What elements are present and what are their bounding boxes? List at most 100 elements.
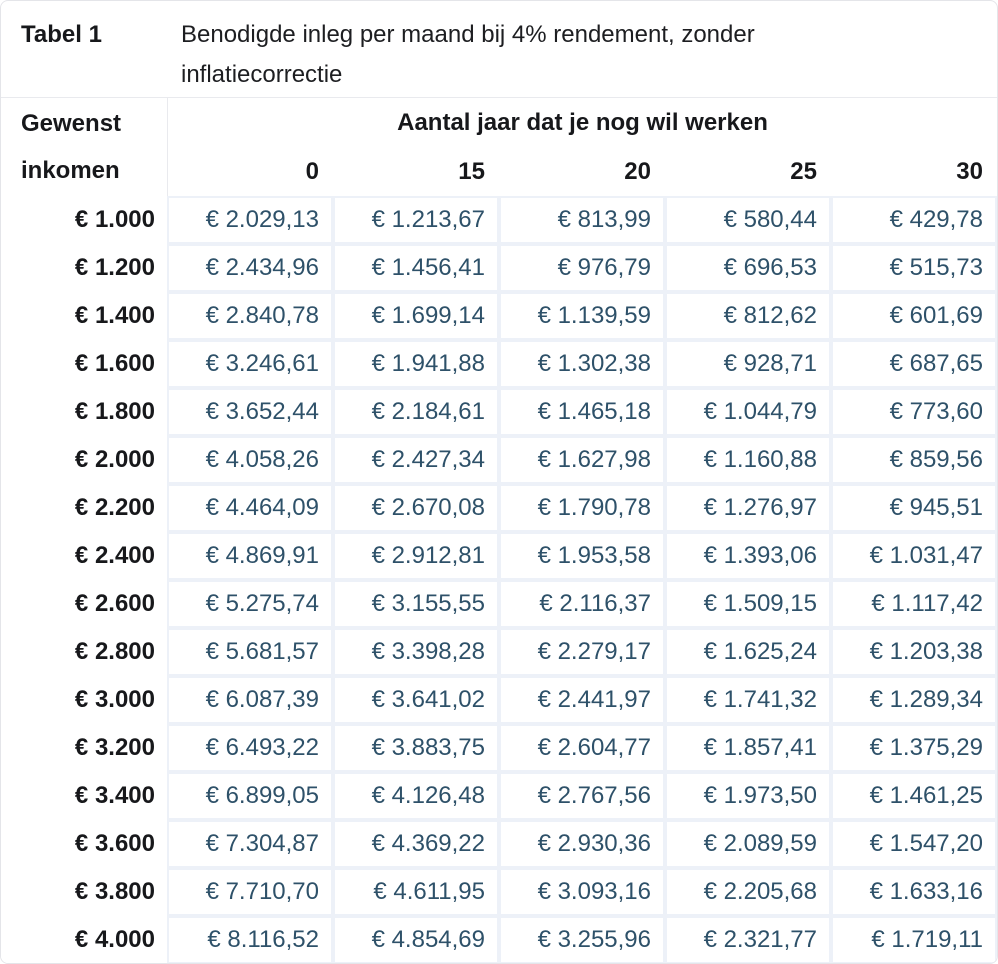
row-value: € 1.973,50 (665, 772, 831, 820)
row-value: € 515,73 (831, 244, 997, 292)
row-income: € 1.400 (1, 292, 167, 340)
row-value: € 1.044,79 (665, 388, 831, 436)
row-income: € 4.000 (1, 916, 167, 963)
row-value: € 1.790,78 (499, 484, 665, 532)
row-income: € 1.000 (1, 196, 167, 244)
table-caption: Benodigde inleg per maand bij 4% rendeme… (181, 21, 755, 88)
row-axis-title-line1: Gewenst (21, 110, 122, 137)
table-row: € 2.800 € 5.681,57 € 3.398,28 € 2.279,17… (1, 628, 997, 676)
row-value: € 1.953,58 (499, 532, 665, 580)
row-value: € 1.203,38 (831, 628, 997, 676)
row-value: € 3.398,28 (333, 628, 499, 676)
row-income: € 2.000 (1, 436, 167, 484)
row-value: € 3.652,44 (167, 388, 333, 436)
row-value: € 4.058,26 (167, 436, 333, 484)
row-value: € 429,78 (831, 196, 997, 244)
row-value: € 3.093,16 (499, 868, 665, 916)
row-value: € 3.255,96 (499, 916, 665, 963)
table-row: € 1.400 € 2.840,78 € 1.699,14 € 1.139,59… (1, 292, 997, 340)
row-value: € 813,99 (499, 196, 665, 244)
row-income: € 1.200 (1, 244, 167, 292)
table-row: € 2.000 € 4.058,26 € 2.427,34 € 1.627,98… (1, 436, 997, 484)
row-value: € 1.160,88 (665, 436, 831, 484)
row-value: € 928,71 (665, 340, 831, 388)
table-row: € 2.200 € 4.464,09 € 2.670,08 € 1.790,78… (1, 484, 997, 532)
row-value: € 696,53 (665, 244, 831, 292)
row-value: € 945,51 (831, 484, 997, 532)
row-value: € 4.854,69 (333, 916, 499, 963)
row-value: € 1.302,38 (499, 340, 665, 388)
row-value: € 1.375,29 (831, 724, 997, 772)
row-value: € 1.741,32 (665, 676, 831, 724)
row-value: € 2.604,77 (499, 724, 665, 772)
row-income: € 1.600 (1, 340, 167, 388)
row-value: € 2.279,17 (499, 628, 665, 676)
row-value: € 812,62 (665, 292, 831, 340)
row-value: € 580,44 (665, 196, 831, 244)
row-value: € 1.941,88 (333, 340, 499, 388)
column-group-header: Aantal jaar dat je nog wil werken (167, 98, 997, 148)
col-header-25: 25 (665, 148, 831, 196)
row-axis-title-line2: inkomen (21, 157, 120, 184)
row-value: € 1.276,97 (665, 484, 831, 532)
row-axis-title: Gewenst inkomen (1, 98, 167, 196)
row-value: € 2.029,13 (167, 196, 333, 244)
row-income: € 3.000 (1, 676, 167, 724)
row-value: € 5.681,57 (167, 628, 333, 676)
row-value: € 1.627,98 (499, 436, 665, 484)
row-value: € 1.633,16 (831, 868, 997, 916)
row-income: € 3.600 (1, 820, 167, 868)
col-header-20: 20 (499, 148, 665, 196)
col-header-0: 0 (167, 148, 333, 196)
col-header-15: 15 (333, 148, 499, 196)
table-row: € 3.600 € 7.304,87 € 4.369,22 € 2.930,36… (1, 820, 997, 868)
row-value: € 2.205,68 (665, 868, 831, 916)
row-value: € 1.213,67 (333, 196, 499, 244)
row-value: € 1.031,47 (831, 532, 997, 580)
col-header-30: 30 (831, 148, 997, 196)
row-value: € 6.087,39 (167, 676, 333, 724)
row-value: € 1.699,14 (333, 292, 499, 340)
table-row: € 3.200 € 6.493,22 € 3.883,75 € 2.604,77… (1, 724, 997, 772)
row-value: € 4.611,95 (333, 868, 499, 916)
row-value: € 8.116,52 (167, 916, 333, 963)
row-value: € 1.139,59 (499, 292, 665, 340)
table-row: € 2.600 € 5.275,74 € 3.155,55 € 2.116,37… (1, 580, 997, 628)
table-label: Tabel 1 (21, 21, 102, 48)
row-income: € 2.200 (1, 484, 167, 532)
table-row: € 1.600 € 3.246,61 € 1.941,88 € 1.302,38… (1, 340, 997, 388)
row-value: € 4.126,48 (333, 772, 499, 820)
row-income: € 2.400 (1, 532, 167, 580)
row-income: € 3.800 (1, 868, 167, 916)
table-body: € 1.000 € 2.029,13 € 1.213,67 € 813,99 €… (1, 196, 997, 963)
row-value: € 4.869,91 (167, 532, 333, 580)
row-value: € 1.289,34 (831, 676, 997, 724)
table-row: € 2.400 € 4.869,91 € 2.912,81 € 1.953,58… (1, 532, 997, 580)
data-table: Gewenst inkomen Aantal jaar dat je nog w… (1, 98, 997, 963)
row-value: € 2.184,61 (333, 388, 499, 436)
row-value: € 2.767,56 (499, 772, 665, 820)
row-value: € 1.393,06 (665, 532, 831, 580)
row-value: € 2.670,08 (333, 484, 499, 532)
row-value: € 2.427,34 (333, 436, 499, 484)
table-header: Gewenst inkomen Aantal jaar dat je nog w… (1, 98, 997, 196)
row-value: € 7.304,87 (167, 820, 333, 868)
row-value: € 1.461,25 (831, 772, 997, 820)
row-income: € 3.200 (1, 724, 167, 772)
table-row: € 4.000 € 8.116,52 € 4.854,69 € 3.255,96… (1, 916, 997, 963)
row-value: € 1.857,41 (665, 724, 831, 772)
row-value: € 773,60 (831, 388, 997, 436)
row-value: € 6.899,05 (167, 772, 333, 820)
row-value: € 7.710,70 (167, 868, 333, 916)
row-value: € 3.246,61 (167, 340, 333, 388)
row-value: € 3.883,75 (333, 724, 499, 772)
row-value: € 1.117,42 (831, 580, 997, 628)
column-header-row: 0 15 20 25 30 (1, 148, 997, 196)
row-value: € 1.465,18 (499, 388, 665, 436)
row-income: € 2.800 (1, 628, 167, 676)
table-row: € 1.000 € 2.029,13 € 1.213,67 € 813,99 €… (1, 196, 997, 244)
table-row: € 1.800 € 3.652,44 € 2.184,61 € 1.465,18… (1, 388, 997, 436)
row-income: € 3.400 (1, 772, 167, 820)
row-value: € 4.464,09 (167, 484, 333, 532)
